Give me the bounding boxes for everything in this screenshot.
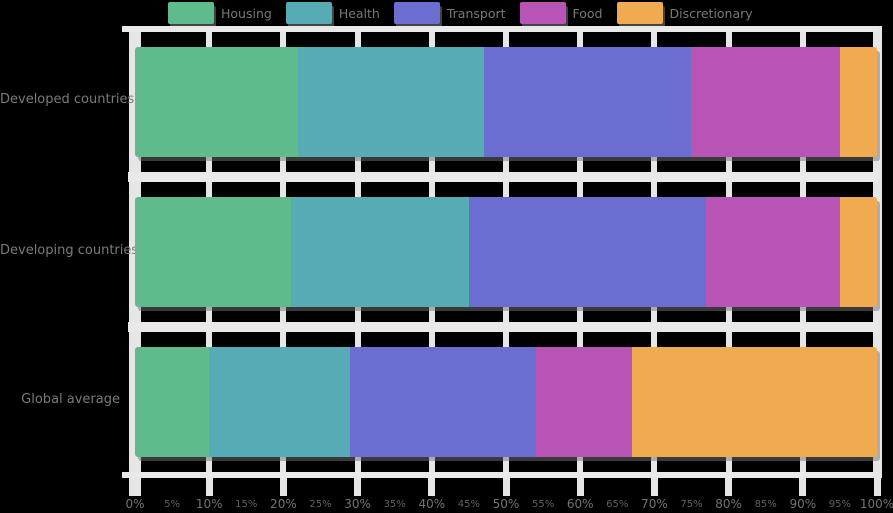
x-tick-mark bbox=[873, 478, 881, 496]
x-tick-label: 90% bbox=[789, 497, 817, 511]
legend-item: Transport bbox=[393, 2, 506, 24]
bar-segment-housing bbox=[135, 347, 210, 457]
bar-row bbox=[135, 347, 877, 457]
legend-item: Food bbox=[519, 2, 603, 24]
bar-segment-discretionary bbox=[839, 197, 877, 307]
x-tick-mark bbox=[725, 478, 733, 496]
category-label: Developing countries bbox=[0, 243, 139, 258]
bar-segment-housing bbox=[135, 47, 299, 157]
legend-item: Housing bbox=[168, 2, 272, 24]
bar-segment-discretionary bbox=[839, 47, 877, 157]
bar-segment-health bbox=[209, 347, 351, 457]
x-tick-mark bbox=[650, 478, 658, 496]
legend-label: Health bbox=[338, 5, 380, 21]
vertical-gridline bbox=[872, 26, 882, 478]
x-tick-mark bbox=[799, 478, 807, 496]
row-separator-gridline bbox=[128, 322, 878, 332]
category-label: Developed countries bbox=[0, 92, 135, 107]
plot-top-spine bbox=[122, 26, 878, 32]
green-swatch-legend-icon bbox=[168, 2, 214, 24]
bar-segment-food bbox=[691, 47, 840, 157]
bar-segment-transport bbox=[483, 47, 692, 157]
legend-item: Discretionary bbox=[616, 2, 753, 24]
x-tick-mark bbox=[576, 478, 584, 496]
x-tick-label: 100% bbox=[859, 497, 893, 511]
bar-segment-housing bbox=[135, 197, 291, 307]
legend-label: Housing bbox=[221, 5, 272, 21]
x-minor-tick-label: 85% bbox=[754, 499, 777, 510]
x-minor-tick-label: 55% bbox=[531, 499, 555, 510]
x-minor-tick-label: 75% bbox=[680, 499, 703, 510]
x-tick-mark bbox=[279, 478, 287, 496]
row-separator-gridline bbox=[128, 172, 878, 182]
bar-segment-food bbox=[706, 197, 840, 307]
x-tick-mark bbox=[428, 478, 436, 496]
x-minor-tick-label: 95% bbox=[828, 499, 852, 510]
x-minor-tick-label: 5% bbox=[164, 499, 181, 510]
bar-row bbox=[135, 197, 877, 307]
x-axis-spine bbox=[122, 472, 878, 478]
x-tick-label: 70% bbox=[641, 497, 668, 511]
bar-row bbox=[135, 47, 877, 157]
legend-label: Transport bbox=[446, 5, 506, 21]
chart-legend: Housing Health Transport Food Discretionary bbox=[168, 2, 767, 24]
x-minor-tick-label: 15% bbox=[235, 499, 258, 510]
x-tick-label: 60% bbox=[566, 497, 594, 511]
x-minor-tick-label: 45% bbox=[457, 499, 481, 510]
purple-swatch-legend-icon bbox=[393, 2, 440, 24]
x-tick-label: 30% bbox=[344, 497, 371, 511]
x-tick-label: 50% bbox=[492, 497, 520, 511]
x-minor-tick-label: 35% bbox=[383, 499, 406, 510]
x-minor-tick-label: 65% bbox=[606, 499, 629, 510]
x-tick-mark bbox=[502, 478, 510, 496]
legend-label: Food bbox=[572, 5, 603, 21]
bar-segment-food bbox=[535, 347, 633, 457]
x-tick-label: 80% bbox=[715, 497, 742, 511]
x-minor-tick-label: 25% bbox=[309, 499, 332, 510]
orange-swatch-legend-icon bbox=[616, 2, 663, 24]
bar-segment-transport bbox=[350, 347, 536, 457]
x-tick-mark bbox=[205, 478, 213, 496]
legend-item: Health bbox=[285, 2, 380, 24]
bar-segment-transport bbox=[468, 197, 707, 307]
x-tick-label: 40% bbox=[418, 497, 446, 511]
teal-swatch-legend-icon bbox=[285, 2, 332, 24]
x-tick-label: 0% bbox=[125, 497, 145, 511]
category-label: Global average bbox=[21, 392, 120, 407]
bar-segment-health bbox=[298, 47, 484, 157]
legend-label: Discretionary bbox=[669, 5, 753, 21]
bar-segment-health bbox=[290, 197, 469, 307]
x-tick-mark bbox=[354, 478, 362, 496]
x-tick-label: 10% bbox=[195, 497, 223, 511]
x-tick-label: 20% bbox=[270, 497, 297, 511]
magenta-swatch-legend-icon bbox=[519, 2, 566, 24]
bar-segment-discretionary bbox=[632, 347, 877, 457]
